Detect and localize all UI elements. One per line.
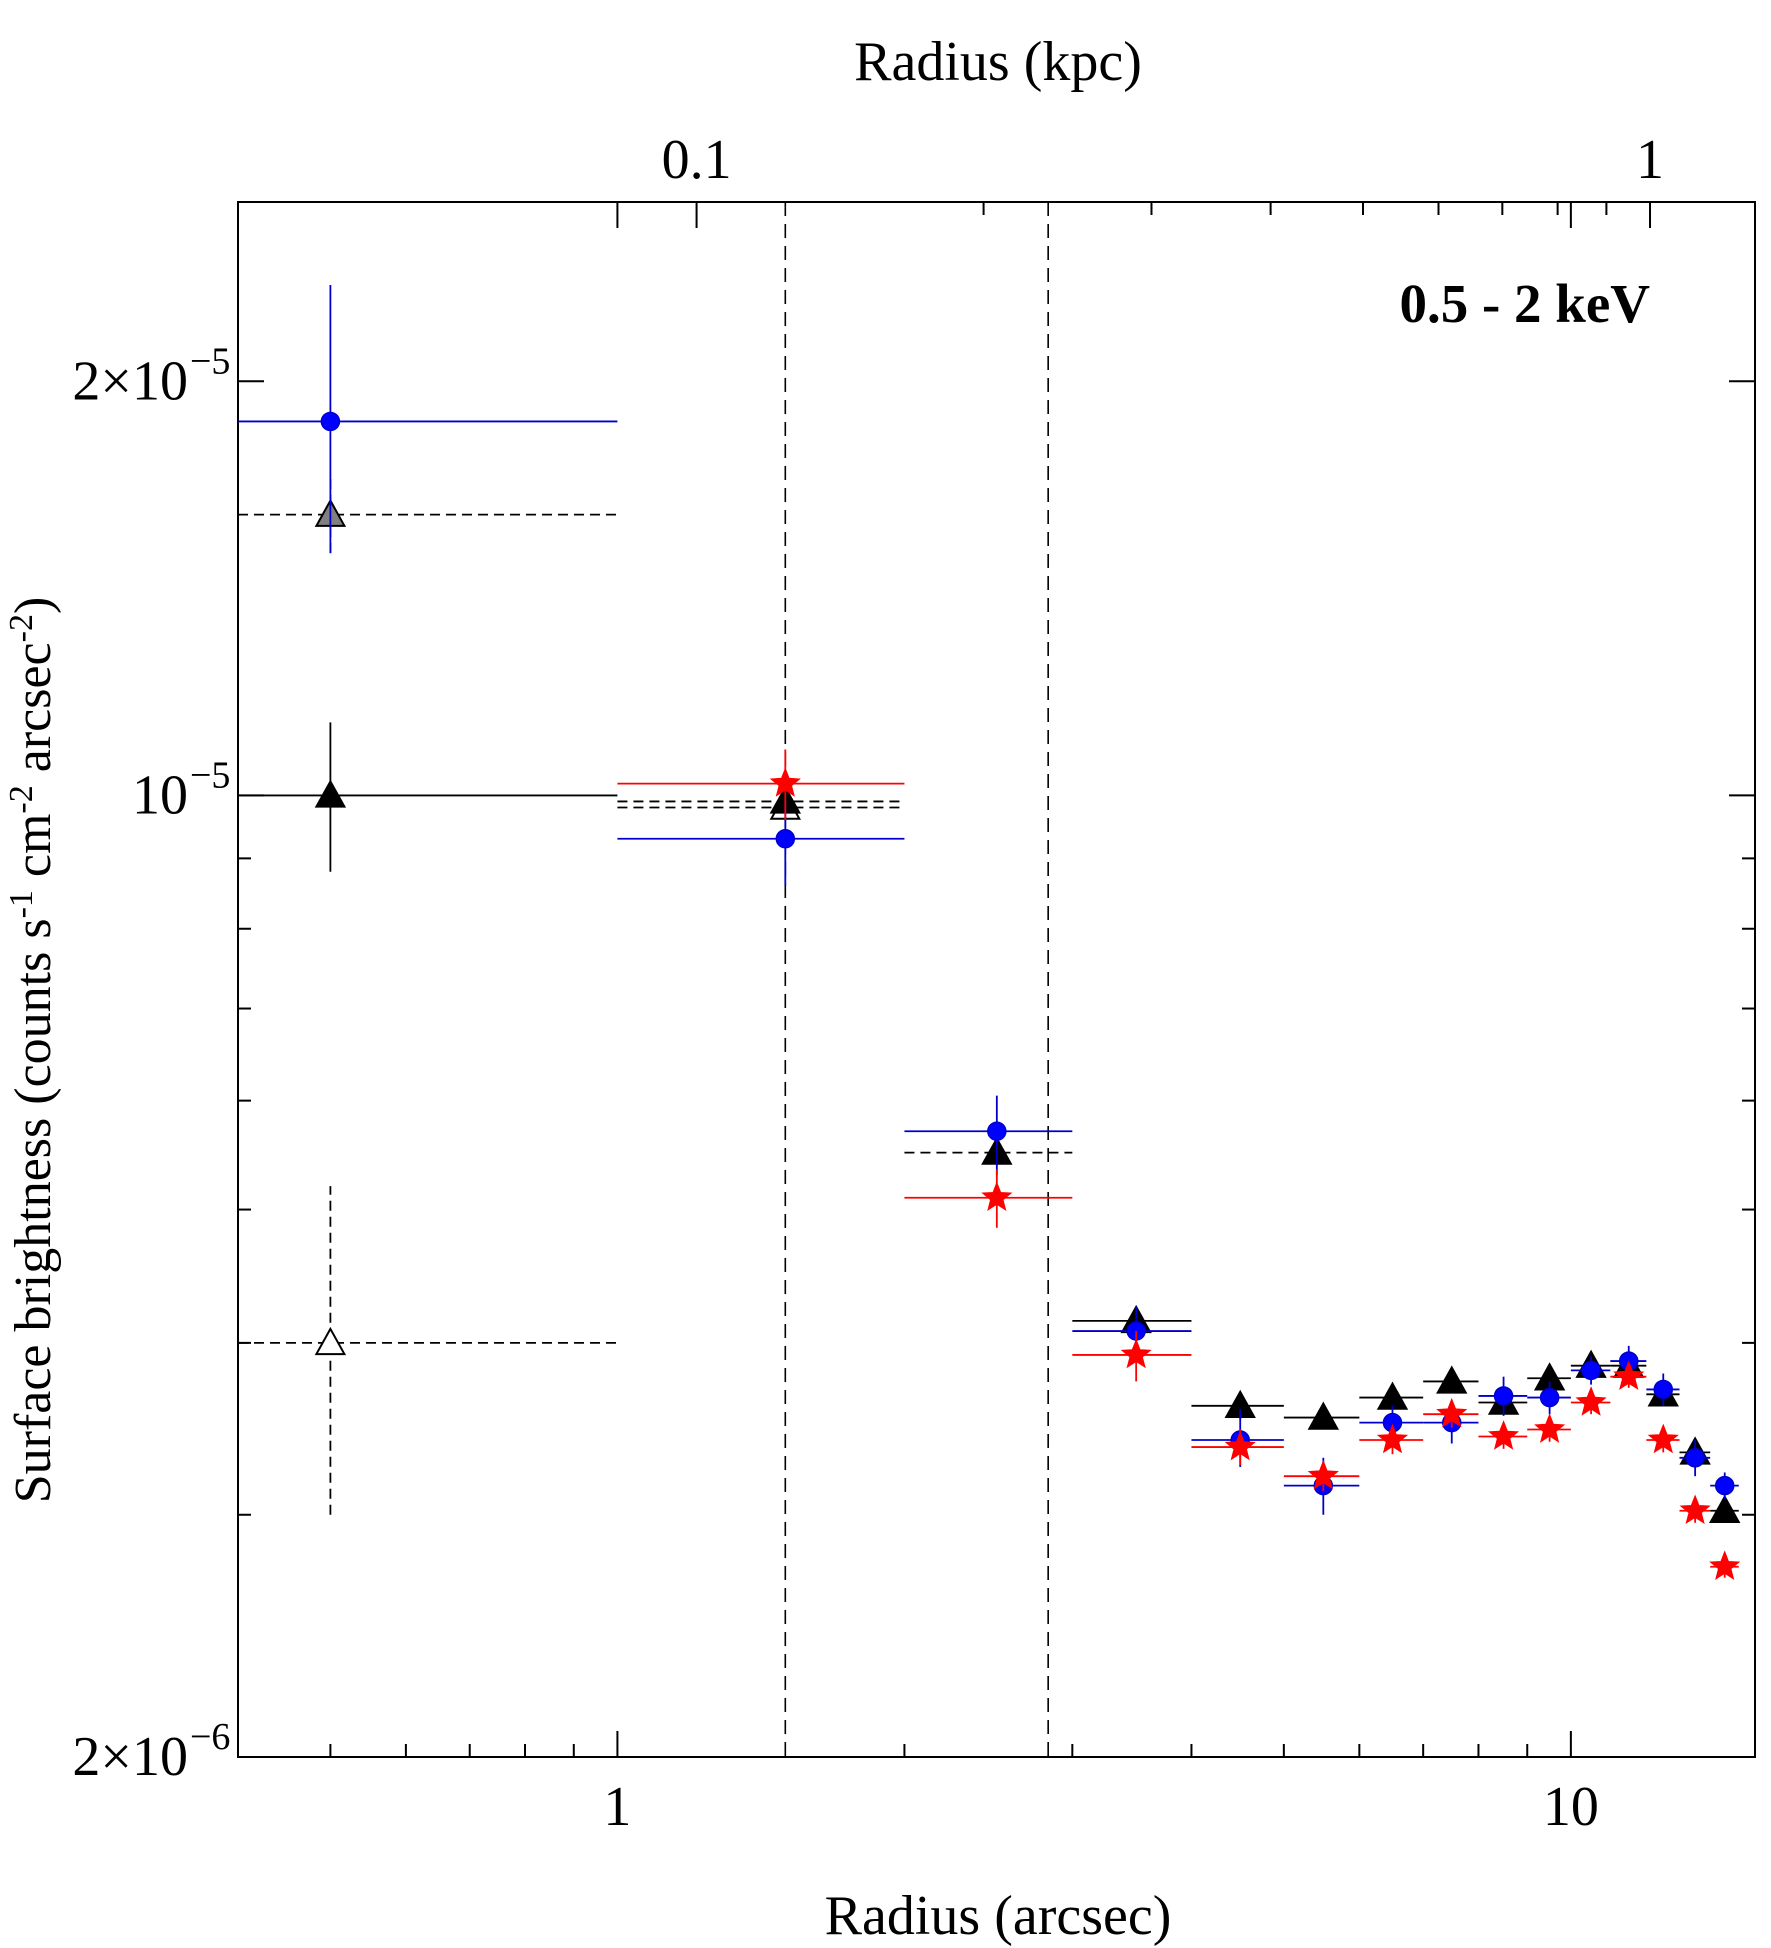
data-point <box>1307 1401 1340 1430</box>
data-point <box>1613 1360 1645 1390</box>
data-point <box>314 779 347 808</box>
data-point <box>1376 1381 1409 1410</box>
series-triangle <box>238 791 905 1515</box>
data-point <box>769 767 801 797</box>
y-tick-label: 10 <box>132 764 188 826</box>
data-point <box>1647 1423 1679 1454</box>
data-point <box>1714 1475 1735 1496</box>
data-point <box>314 1326 347 1356</box>
data-point <box>987 1121 1007 1142</box>
data-point <box>1436 1365 1468 1394</box>
series-triangle <box>617 785 1073 1165</box>
data-point <box>1488 1420 1520 1450</box>
series-triangle <box>1072 1304 1741 1523</box>
data-point <box>1376 1423 1409 1454</box>
energy-band-annotation: 0.5 - 2 keV <box>1399 273 1650 334</box>
series-triangle <box>238 722 618 872</box>
data-point <box>1679 1494 1711 1525</box>
y-tick-label: 2×10 <box>72 1726 188 1788</box>
data-point <box>1709 1550 1741 1581</box>
data-point <box>1534 1413 1566 1443</box>
data-point <box>1120 1338 1152 1369</box>
data-point <box>1581 1360 1601 1381</box>
plot-frame <box>237 201 1756 1758</box>
top-x-axis-label: Radius (kpc) <box>854 31 1142 93</box>
x2-tick-label: 1 <box>1636 129 1664 191</box>
series-triangle <box>238 478 618 554</box>
y-axis-label: Surface brightness (counts s-1 cm-2 arcs… <box>3 597 63 1504</box>
data-point <box>1436 1397 1468 1428</box>
series-star <box>617 749 1741 1581</box>
data-point <box>1709 1494 1741 1523</box>
x2-tick-label: 0.1 <box>662 129 732 191</box>
data-point <box>1539 1387 1560 1408</box>
y-tick-exponent: −5 <box>190 340 230 382</box>
data-point <box>981 1181 1013 1212</box>
data-series <box>238 284 1741 1581</box>
data-point <box>1224 1430 1256 1461</box>
data-point <box>1685 1448 1705 1468</box>
y-tick-exponent: −5 <box>190 754 230 796</box>
data-point <box>1575 1386 1607 1416</box>
vertical-reference-lines <box>784 202 1049 1757</box>
y-tick-label: 2×10 <box>72 350 188 412</box>
x-tick-label: 10 <box>1543 1776 1599 1838</box>
data-point <box>1493 1386 1514 1406</box>
data-point <box>320 411 341 432</box>
data-point <box>775 829 796 849</box>
x-tick-label: 1 <box>603 1776 631 1838</box>
y-tick-exponent: −6 <box>190 1716 230 1758</box>
data-point <box>1653 1379 1674 1400</box>
x-axis-label: Radius (arcsec) <box>825 1885 1172 1947</box>
data-point <box>1307 1459 1339 1490</box>
axes: 1 100.1 12×10 −610 −52×10 −5 <box>72 129 1756 1838</box>
series-circle <box>238 284 1739 1515</box>
